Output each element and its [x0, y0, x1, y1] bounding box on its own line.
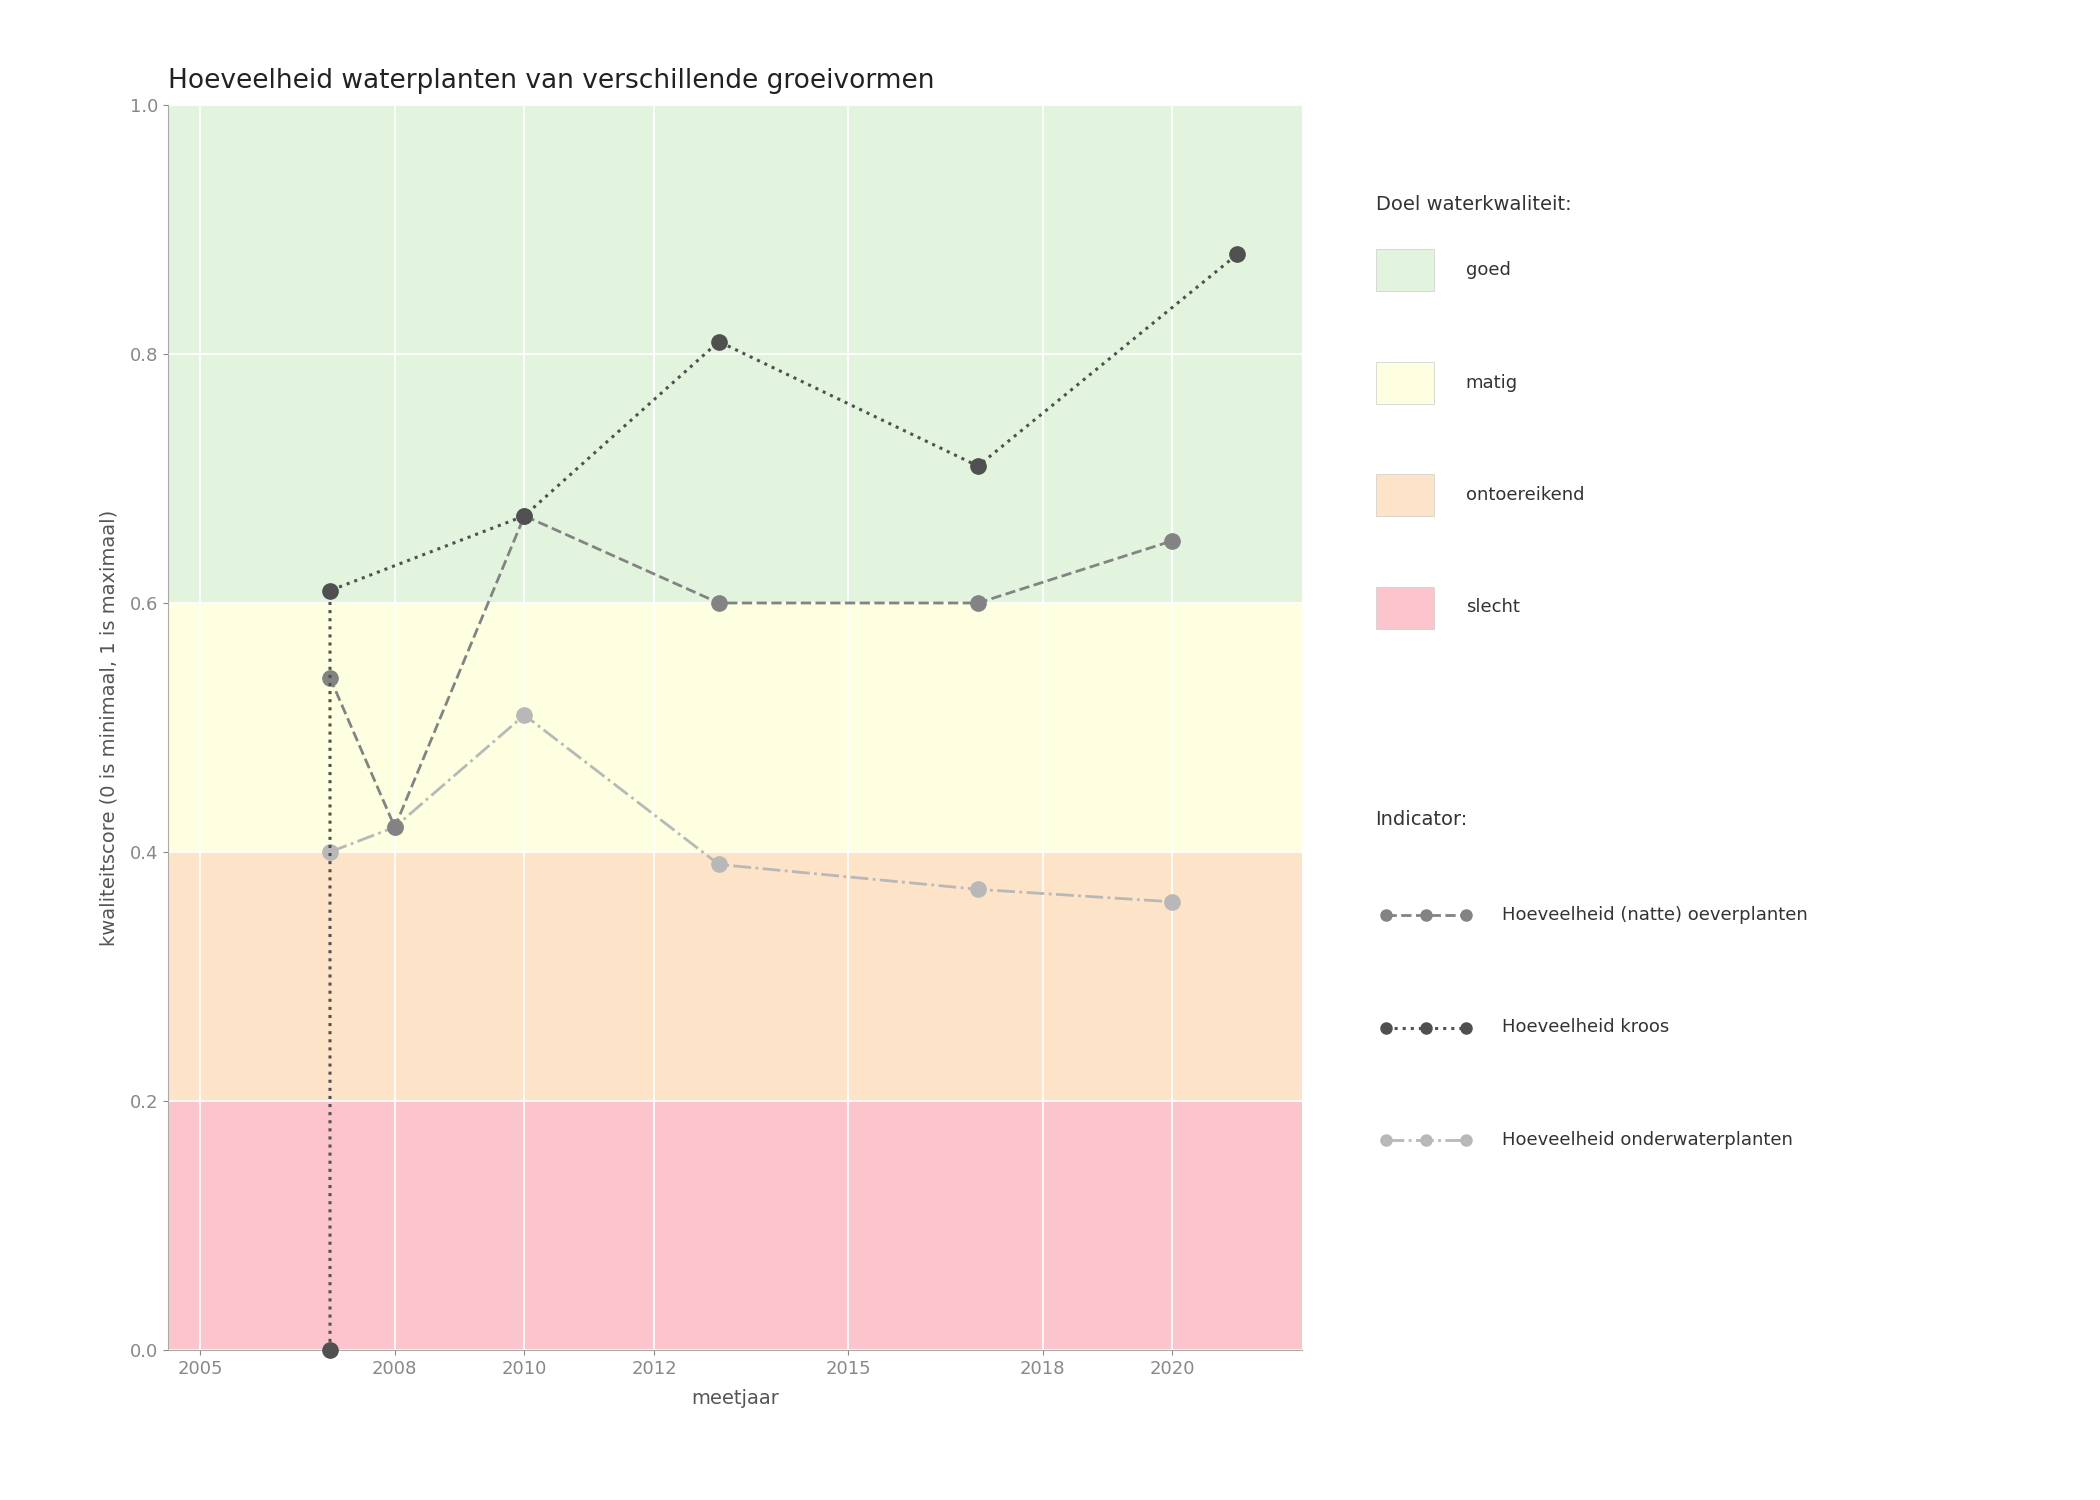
Text: Hoeveelheid waterplanten van verschillende groeivormen: Hoeveelheid waterplanten van verschillen… [168, 69, 934, 94]
Bar [168, 105, 1302, 603]
Bar [168, 1101, 1302, 1350]
Text: Indicator:: Indicator: [1376, 810, 1468, 830]
Text: goed: goed [1466, 261, 1510, 279]
Y-axis label: kwaliteitscore (0 is minimaal, 1 is maximaal): kwaliteitscore (0 is minimaal, 1 is maxi… [99, 510, 120, 945]
Text: Hoeveelheid (natte) oeverplanten: Hoeveelheid (natte) oeverplanten [1502, 906, 1808, 924]
Text: Hoeveelheid kroos: Hoeveelheid kroos [1502, 1019, 1670, 1036]
Text: ontoereikend: ontoereikend [1466, 486, 1583, 504]
Bar [168, 603, 1302, 852]
Text: Doel waterkwaliteit:: Doel waterkwaliteit: [1376, 195, 1571, 214]
Text: matig: matig [1466, 374, 1518, 392]
Bar [168, 852, 1302, 1101]
Text: Hoeveelheid onderwaterplanten: Hoeveelheid onderwaterplanten [1502, 1131, 1793, 1149]
Text: slecht: slecht [1466, 598, 1520, 616]
X-axis label: meetjaar: meetjaar [691, 1389, 779, 1408]
